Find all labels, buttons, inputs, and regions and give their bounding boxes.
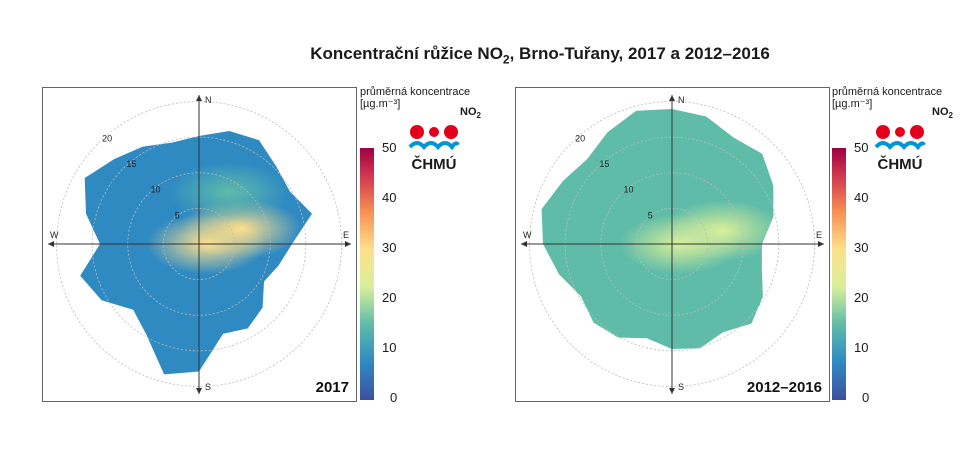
colorbar-tick: 10	[382, 340, 397, 355]
hotspot	[169, 162, 289, 223]
chmu-logo: ČHMÚ	[408, 121, 460, 175]
direction-label: N	[205, 95, 212, 105]
chmu-logo: ČHMÚ	[874, 121, 926, 175]
direction-label: S	[678, 382, 684, 392]
legend-2012-2016: průměrná koncentrace [µg.m⁻³] NO2 ČHMÚ 5…	[832, 86, 953, 405]
arrow-east	[818, 241, 824, 247]
radial-tick-label: 20	[575, 133, 585, 143]
legend-unit: [µg.m⁻³]	[360, 98, 401, 110]
colorbar-tick: 0	[862, 390, 870, 405]
colorbar-tick: 30	[382, 240, 397, 255]
arrow-east	[345, 241, 351, 247]
direction-label: E	[816, 230, 822, 240]
colorbar-tick: 50	[382, 140, 397, 155]
arrow-north	[196, 95, 202, 101]
arrow-west	[521, 241, 527, 247]
pollutant-label: NO2	[460, 106, 481, 121]
radial-tick-label: 20	[102, 133, 112, 143]
arrow-south	[669, 388, 675, 394]
polar-plot-2017: 5 10 15 20 N E S W 2017	[42, 87, 357, 402]
arrow-north	[669, 95, 675, 101]
title-main: Koncentrační růžice NO	[310, 44, 503, 63]
arrow-south	[196, 388, 202, 394]
direction-label: S	[205, 382, 211, 392]
radial-tick-label: 10	[151, 185, 161, 195]
colorbar-gradient	[832, 148, 846, 400]
colorbar-tick: 40	[854, 190, 869, 205]
radial-tick-label: 10	[624, 185, 634, 195]
colorbar-tick: 20	[382, 290, 397, 305]
direction-label: E	[343, 230, 349, 240]
legend-title: průměrná koncentrace	[832, 86, 943, 98]
chmu-logo-icon: ČHMÚ	[874, 125, 926, 173]
colorbar-tick: 20	[854, 290, 869, 305]
colorbar-tick: 10	[854, 340, 869, 355]
colorbar-tick: 0	[390, 390, 398, 405]
radial-tick-label: 15	[126, 159, 136, 169]
radial-tick-label: 5	[175, 210, 180, 220]
direction-label: W	[50, 230, 59, 240]
title-subscript: 2	[502, 52, 510, 67]
direction-label: N	[678, 95, 685, 105]
colorbar-tick: 40	[382, 190, 397, 205]
chmu-logo-icon: ČHMÚ	[408, 125, 460, 173]
legend-title: průměrná koncentrace	[360, 86, 471, 98]
radial-tick-label: 5	[648, 210, 653, 220]
colorbar-tick: 30	[854, 240, 869, 255]
legend-unit: [µg.m⁻³]	[832, 98, 873, 110]
radial-tick-label: 15	[599, 159, 609, 169]
period-label: 2012–2016	[747, 379, 822, 396]
colorbar: 50 40 30 20 10 0	[832, 140, 869, 405]
polar-plot-svg-2017: 5 10 15 20 N E S W 2017	[42, 87, 357, 402]
hotspot	[642, 129, 763, 190]
svg-text:ČHMÚ: ČHMÚ	[412, 155, 457, 173]
polar-plot-2012-2016: 5 10 15 20 N E S W 2012–2016	[515, 87, 830, 402]
colorbar-gradient	[360, 148, 374, 400]
period-label: 2017	[316, 379, 349, 396]
title-rest: , Brno-Tuřany, 2017 a 2012–2016	[509, 44, 770, 63]
pollutant-label: NO2	[932, 106, 953, 121]
polar-plot-svg-2012-2016: 5 10 15 20 N E S W 2012–2016	[515, 87, 830, 402]
legend-2017: průměrná koncentrace [µg.m⁻³] NO2 ČHMÚ	[360, 86, 481, 405]
colorbar-tick: 50	[854, 140, 869, 155]
arrow-west	[48, 241, 54, 247]
colorbar: 50 40 30 20 10 0	[360, 140, 397, 405]
svg-text:ČHMÚ: ČHMÚ	[878, 155, 923, 173]
direction-label: W	[523, 230, 532, 240]
chart-title: Koncentrační růžice NO2, Brno-Tuřany, 20…	[0, 44, 976, 66]
